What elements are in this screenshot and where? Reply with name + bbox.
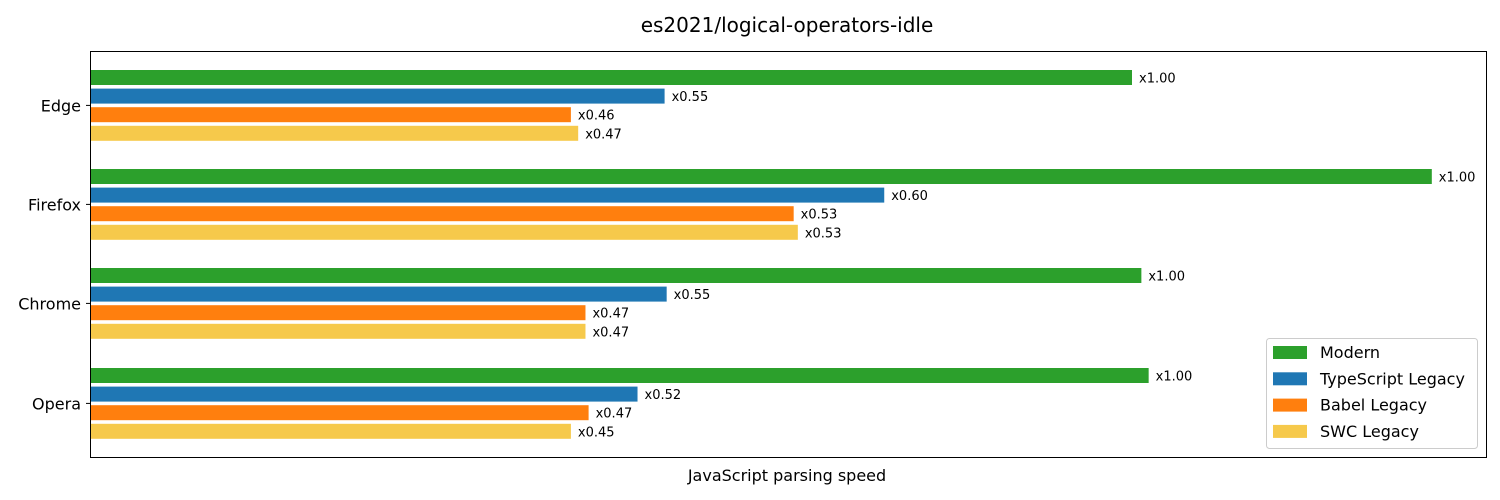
y-tick-label-opera: Opera — [32, 394, 81, 413]
bar-firefox-babel-legacy — [91, 206, 794, 222]
bar-edge-typescript-legacy — [91, 88, 665, 104]
legend-swatch-babel-legacy — [1273, 398, 1307, 412]
y-tick-label-chrome: Chrome — [18, 294, 81, 313]
bar-value-label: x0.47 — [585, 127, 622, 142]
bar-chrome-modern — [91, 268, 1142, 283]
bar-value-label: x1.00 — [1148, 270, 1185, 285]
y-tick-label-edge: Edge — [41, 96, 81, 115]
legend-label-typescript-legacy: TypeScript Legacy — [1319, 369, 1465, 388]
bar-value-label: x0.47 — [596, 407, 633, 422]
bar-firefox-modern — [91, 169, 1432, 184]
bar-opera-typescript-legacy — [91, 386, 638, 402]
chart-title: es2021/logical-operators-idle — [641, 13, 934, 37]
bar-opera-swc-legacy — [91, 423, 571, 439]
bar-firefox-swc-legacy — [91, 224, 798, 240]
bar-edge-swc-legacy — [91, 125, 579, 141]
legend: Modern TypeScript Legacy Babel Legacy SWC L… — [1266, 338, 1478, 449]
bar-value-label: x1.00 — [1439, 171, 1476, 186]
legend-label-swc-legacy: SWC Legacy — [1320, 422, 1419, 441]
bar-firefox-typescript-legacy — [91, 187, 885, 203]
bar-opera-babel-legacy — [91, 405, 589, 421]
bar-chrome-swc-legacy — [91, 323, 586, 339]
bar-value-label: x1.00 — [1156, 370, 1193, 385]
bar-chrome-typescript-legacy — [91, 286, 667, 302]
bar-value-label: x0.45 — [578, 425, 615, 440]
bar-value-label: x0.47 — [592, 307, 629, 322]
bar-value-label: x0.55 — [674, 288, 711, 303]
bar-edge-babel-legacy — [91, 107, 571, 123]
y-tick-label-firefox: Firefox — [28, 195, 81, 214]
bar-value-label: x0.46 — [578, 109, 615, 124]
y-tick-labels: Edge Firefox Chrome Opera — [18, 96, 91, 413]
bar-chrome-babel-legacy — [91, 305, 586, 321]
plot-frame — [90, 51, 1487, 458]
bar-value-label: x1.00 — [1139, 72, 1176, 87]
bar-opera-modern — [91, 368, 1149, 383]
bar-value-label: x0.55 — [672, 90, 709, 105]
legend-label-modern: Modern — [1320, 343, 1380, 362]
legend-label-babel-legacy: Babel Legacy — [1320, 396, 1427, 415]
legend-swatch-typescript-legacy — [1273, 372, 1307, 386]
bar-edge-modern — [91, 70, 1132, 85]
x-axis-label: JavaScript parsing speed — [687, 466, 886, 485]
legend-swatch-swc-legacy — [1273, 424, 1307, 438]
bar-value-label: x0.60 — [891, 189, 928, 204]
legend-swatch-modern — [1273, 346, 1307, 359]
bar-value-label: x0.52 — [645, 388, 682, 403]
bar-value-label: x0.53 — [801, 208, 838, 223]
bar-value-label: x0.47 — [592, 325, 629, 340]
bar-value-label: x0.53 — [805, 226, 842, 241]
bars-layer: x1.00 x0.55 x0.46 x0.47 x1.00 x0.60 x0.53 x0.53… — [91, 70, 1475, 440]
legend-frame — [1266, 338, 1478, 449]
